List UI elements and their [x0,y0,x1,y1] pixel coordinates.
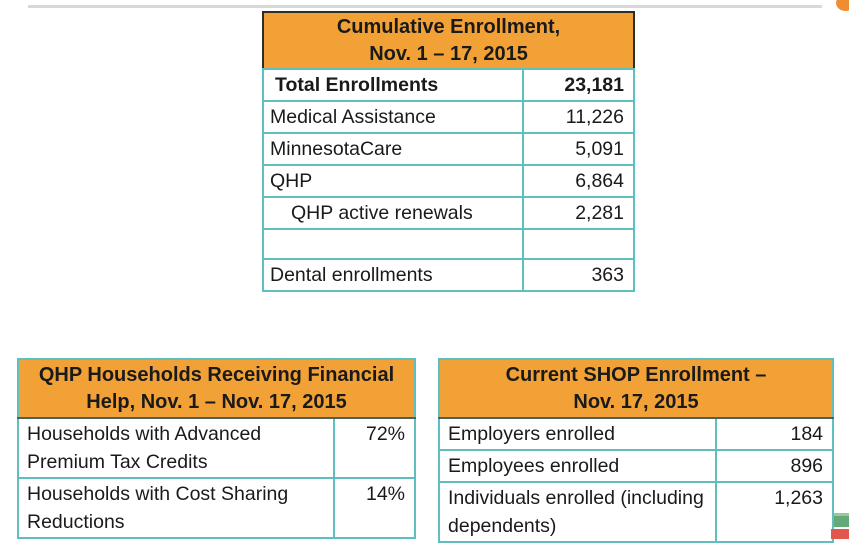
table-header-row: Cumulative Enrollment, Nov. 1 – 17, 2015 [262,11,635,70]
financial-table-title: QHP Households Receiving Financial Help,… [17,358,416,419]
table-header-row: Current SHOP Enrollment – Nov. 17, 2015 [437,358,835,419]
row-label: MinnesotaCare [262,132,524,166]
row-value: 5,091 [522,132,635,166]
row-label: Medical Assistance [262,100,524,134]
table-header-row: QHP Households Receiving Financial Help,… [17,358,416,419]
logo-fragment-red-icon [831,529,849,539]
row-label: QHP [262,164,524,198]
table-title-line1: Cumulative Enrollment, [336,15,561,38]
row-value: 896 [714,449,835,483]
row-value: 11,226 [522,100,635,134]
row-label: Households with Cost Sharing Reductions [17,477,335,539]
table-title-line1: Current SHOP Enrollment – [505,363,767,386]
table-title-line2: Help, Nov. 1 – Nov. 17, 2015 [86,390,347,413]
table-row [262,228,635,260]
shop-enrollment-table: Current SHOP Enrollment – Nov. 17, 2015 … [437,358,835,543]
logo-fragment-green-icon [834,513,849,527]
row-label: QHP active renewals [262,196,524,230]
table-row: Total Enrollments 23,181 [262,68,635,102]
row-value: 23,181 [522,68,635,102]
table-row: Medical Assistance 11,226 [262,100,635,134]
row-value [522,228,635,260]
row-label: Dental enrollments [262,258,524,292]
table-row: QHP active renewals 2,281 [262,196,635,230]
row-value: 72% [333,417,416,479]
row-label: Households with Advanced Premium Tax Cre… [17,417,335,479]
shop-table-title: Current SHOP Enrollment – Nov. 17, 2015 [437,358,835,419]
row-value: 1,263 [714,481,835,543]
table-row: MinnesotaCare 5,091 [262,132,635,166]
table-title-line2: Nov. 1 – 17, 2015 [369,42,528,65]
row-label: Individuals enrolled (including dependen… [438,481,717,543]
table-row: Employers enrolled 184 [438,417,835,451]
top-divider-rule [28,5,822,8]
qhp-financial-help-table: QHP Households Receiving Financial Help,… [17,358,416,539]
table-row: Households with Advanced Premium Tax Cre… [17,417,416,479]
table-title-line2: Nov. 17, 2015 [573,390,699,413]
row-value: 363 [522,258,635,292]
row-label: Employers enrolled [438,417,717,451]
table-title-line1: QHP Households Receiving Financial [38,363,395,386]
slide-accent-dot-icon [836,0,849,11]
row-value: 184 [714,417,835,451]
table-row: Households with Cost Sharing Reductions 1… [17,477,416,539]
cumulative-enrollment-table: Cumulative Enrollment, Nov. 1 – 17, 2015… [262,11,635,292]
row-value: 14% [333,477,416,539]
cumulative-table-title: Cumulative Enrollment, Nov. 1 – 17, 2015 [262,11,635,70]
row-value: 2,281 [522,196,635,230]
table-row: Dental enrollments 363 [262,258,635,292]
row-label [262,228,524,260]
row-value: 6,864 [522,164,635,198]
table-row: QHP 6,864 [262,164,635,198]
table-row: Individuals enrolled (including dependen… [438,481,835,543]
row-label: Employees enrolled [438,449,717,483]
table-row: Employees enrolled 896 [438,449,835,483]
row-label: Total Enrollments [262,68,524,102]
